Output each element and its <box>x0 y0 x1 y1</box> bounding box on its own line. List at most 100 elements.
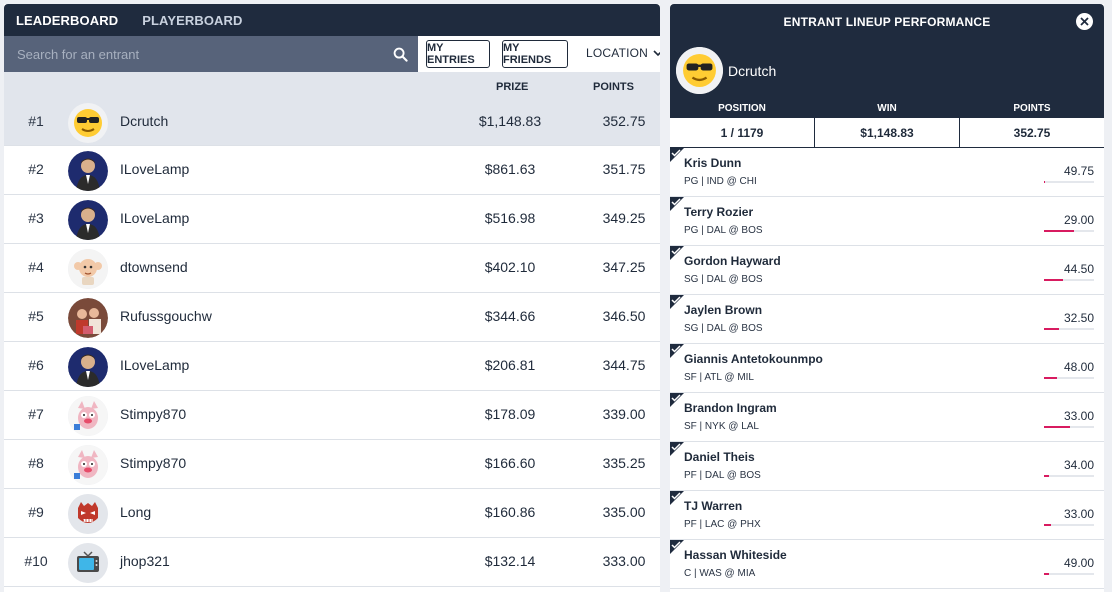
player-progress-bar <box>1044 279 1094 281</box>
player-info: SG | DAL @ BOS <box>684 323 763 334</box>
lineup-player-row[interactable]: Terry Rozier PG | DAL @ BOS 29.00 <box>670 197 1104 246</box>
stat-label: POINTS <box>960 100 1104 118</box>
leaderboard-row[interactable]: #3 ILoveLamp $516.98 349.25 <box>4 195 660 244</box>
player-info: SF | ATL @ MIL <box>684 372 754 383</box>
player-points: 33.00 <box>1063 507 1094 521</box>
points-value: 335.00 <box>602 504 646 520</box>
avatar-cartoon-cat <box>68 396 108 436</box>
lineup-player-row[interactable]: TJ Warren PF | LAC @ PHX 33.00 <box>670 491 1104 540</box>
leaderboard-toolbar: MY ENTRIES MY FRIENDS LOCATION <box>4 36 660 72</box>
rank: #6 <box>28 357 44 373</box>
points-value: 347.25 <box>602 259 646 275</box>
player-name: TJ Warren <box>684 499 743 513</box>
lineup-player-row[interactable]: Gordon Hayward SG | DAL @ BOS 44.50 <box>670 246 1104 295</box>
player-progress-bar <box>1044 475 1094 477</box>
search-icon[interactable] <box>392 46 408 62</box>
player-info: SG | DAL @ BOS <box>684 274 763 285</box>
player-name: Jaylen Brown <box>684 303 763 317</box>
avatar-family-photo <box>68 298 108 338</box>
player-name: Daniel Theis <box>684 450 755 464</box>
leaderboard-row[interactable]: #6 ILoveLamp $206.81 344.75 <box>4 342 660 391</box>
player-progress-bar <box>1044 181 1094 183</box>
lineup-title: ENTRANT LINEUP PERFORMANCE <box>783 15 991 29</box>
checkmark-icon <box>670 246 684 260</box>
lineup-player-row[interactable]: Giannis Antetokounmpo SF | ATL @ MIL 48.00 <box>670 344 1104 393</box>
rank: #8 <box>28 455 44 471</box>
prize-value: $160.86 <box>484 504 536 520</box>
stat-win: WIN $1,148.83 <box>815 100 960 148</box>
entrant-name: Dcrutch <box>120 113 169 129</box>
entrant-name: Stimpy870 <box>120 455 187 471</box>
player-progress-fill <box>1044 426 1070 428</box>
lineup-player-list: Kris Dunn PG | IND @ CHI 49.75 Terry Rozier… <box>670 148 1104 589</box>
entrant-name: Rufussgouchw <box>120 308 212 324</box>
lineup-player-row[interactable]: Jaylen Brown SG | DAL @ BOS 32.50 <box>670 295 1104 344</box>
entrant-name: ILoveLamp <box>120 161 190 177</box>
close-icon[interactable] <box>1076 13 1093 30</box>
points-value: 344.75 <box>602 357 646 373</box>
player-info: PF | DAL @ BOS <box>684 470 761 481</box>
checkmark-icon <box>670 442 684 456</box>
stat-value: $1,148.83 <box>815 118 959 148</box>
player-info: PF | LAC @ PHX <box>684 519 761 530</box>
tab-playerboard[interactable]: PLAYERBOARD <box>142 12 243 28</box>
lineup-player-row[interactable]: Brandon Ingram SF | NYK @ LAL 33.00 <box>670 393 1104 442</box>
prize-value: $861.63 <box>484 161 536 177</box>
player-points: 49.00 <box>1063 556 1094 570</box>
player-name: Giannis Antetokounmpo <box>684 352 823 366</box>
entrant-name: jhop321 <box>120 553 170 569</box>
avatar-baby-cartoon <box>68 249 108 289</box>
lineup-player-row[interactable]: Hassan Whiteside C | WAS @ MIA 49.00 <box>670 540 1104 589</box>
player-name: Hassan Whiteside <box>684 548 787 562</box>
lineup-player-row[interactable]: Kris Dunn PG | IND @ CHI 49.75 <box>670 148 1104 197</box>
leaderboard-rows: #1 Dcrutch $1,148.83 352.75 #2 ILoveLamp… <box>4 98 660 587</box>
avatar-red-mask <box>68 494 108 534</box>
lineup-user: Dcrutch <box>670 40 1104 100</box>
prize-value: $206.81 <box>484 357 536 373</box>
leaderboard-row[interactable]: #9 Long $160.86 335.00 <box>4 489 660 538</box>
player-name: Gordon Hayward <box>684 254 781 268</box>
player-progress-fill <box>1044 524 1051 526</box>
tab-leaderboard[interactable]: LEADERBOARD <box>16 12 119 28</box>
rank: #9 <box>28 504 44 520</box>
rank: #1 <box>28 113 44 129</box>
player-progress-bar <box>1044 230 1094 232</box>
player-name: Kris Dunn <box>684 156 742 170</box>
my-friends-button[interactable]: MY FRIENDS <box>502 40 568 68</box>
checkmark-icon <box>670 491 684 505</box>
checkmark-icon <box>670 540 684 554</box>
rank: #4 <box>28 259 44 275</box>
checkmark-icon <box>670 295 684 309</box>
entrant-name: ILoveLamp <box>120 210 190 226</box>
checkmark-icon <box>670 393 684 407</box>
player-progress-bar <box>1044 573 1094 575</box>
player-progress-fill <box>1044 573 1049 575</box>
leaderboard-row[interactable]: #2 ILoveLamp $861.63 351.75 <box>4 146 660 195</box>
points-value: 339.00 <box>602 406 646 422</box>
lineup-user-name: Dcrutch <box>728 63 777 79</box>
leaderboard-tab-bar: LEADERBOARD PLAYERBOARD <box>4 4 660 36</box>
avatar-cartoon-cat <box>68 445 108 485</box>
avatar-sunglasses-emoji <box>676 47 723 94</box>
prize-value: $344.66 <box>484 308 536 324</box>
lineup-panel: ENTRANT LINEUP PERFORMANCE Dcrutch POSIT… <box>670 4 1104 592</box>
lineup-player-row[interactable]: Daniel Theis PF | DAL @ BOS 34.00 <box>670 442 1104 491</box>
leaderboard-row[interactable]: #4 dtownsend $402.10 347.25 <box>4 244 660 293</box>
rank: #10 <box>24 553 48 569</box>
checkmark-icon <box>670 197 684 211</box>
player-points: 33.00 <box>1063 409 1094 423</box>
entrant-name: ILoveLamp <box>120 357 190 373</box>
my-entries-button[interactable]: MY ENTRIES <box>426 40 490 68</box>
leaderboard-row[interactable]: #7 Stimpy870 $178.09 339.00 <box>4 391 660 440</box>
leaderboard-row[interactable]: #10 jhop321 $132.14 333.00 <box>4 538 660 587</box>
location-label: LOCATION <box>586 46 649 60</box>
leaderboard-row[interactable]: #5 Rufussgouchw $344.66 346.50 <box>4 293 660 342</box>
location-dropdown[interactable]: LOCATION <box>586 46 660 60</box>
lineup-header: ENTRANT LINEUP PERFORMANCE <box>670 4 1104 40</box>
leaderboard-row[interactable]: #1 Dcrutch $1,148.83 352.75 <box>4 98 660 146</box>
stat-value: 352.75 <box>960 118 1104 148</box>
leaderboard-row[interactable]: #8 Stimpy870 $166.60 335.25 <box>4 440 660 489</box>
player-progress-fill <box>1044 230 1074 232</box>
search-input[interactable] <box>17 46 392 62</box>
points-column-header: POINTS <box>593 81 634 93</box>
